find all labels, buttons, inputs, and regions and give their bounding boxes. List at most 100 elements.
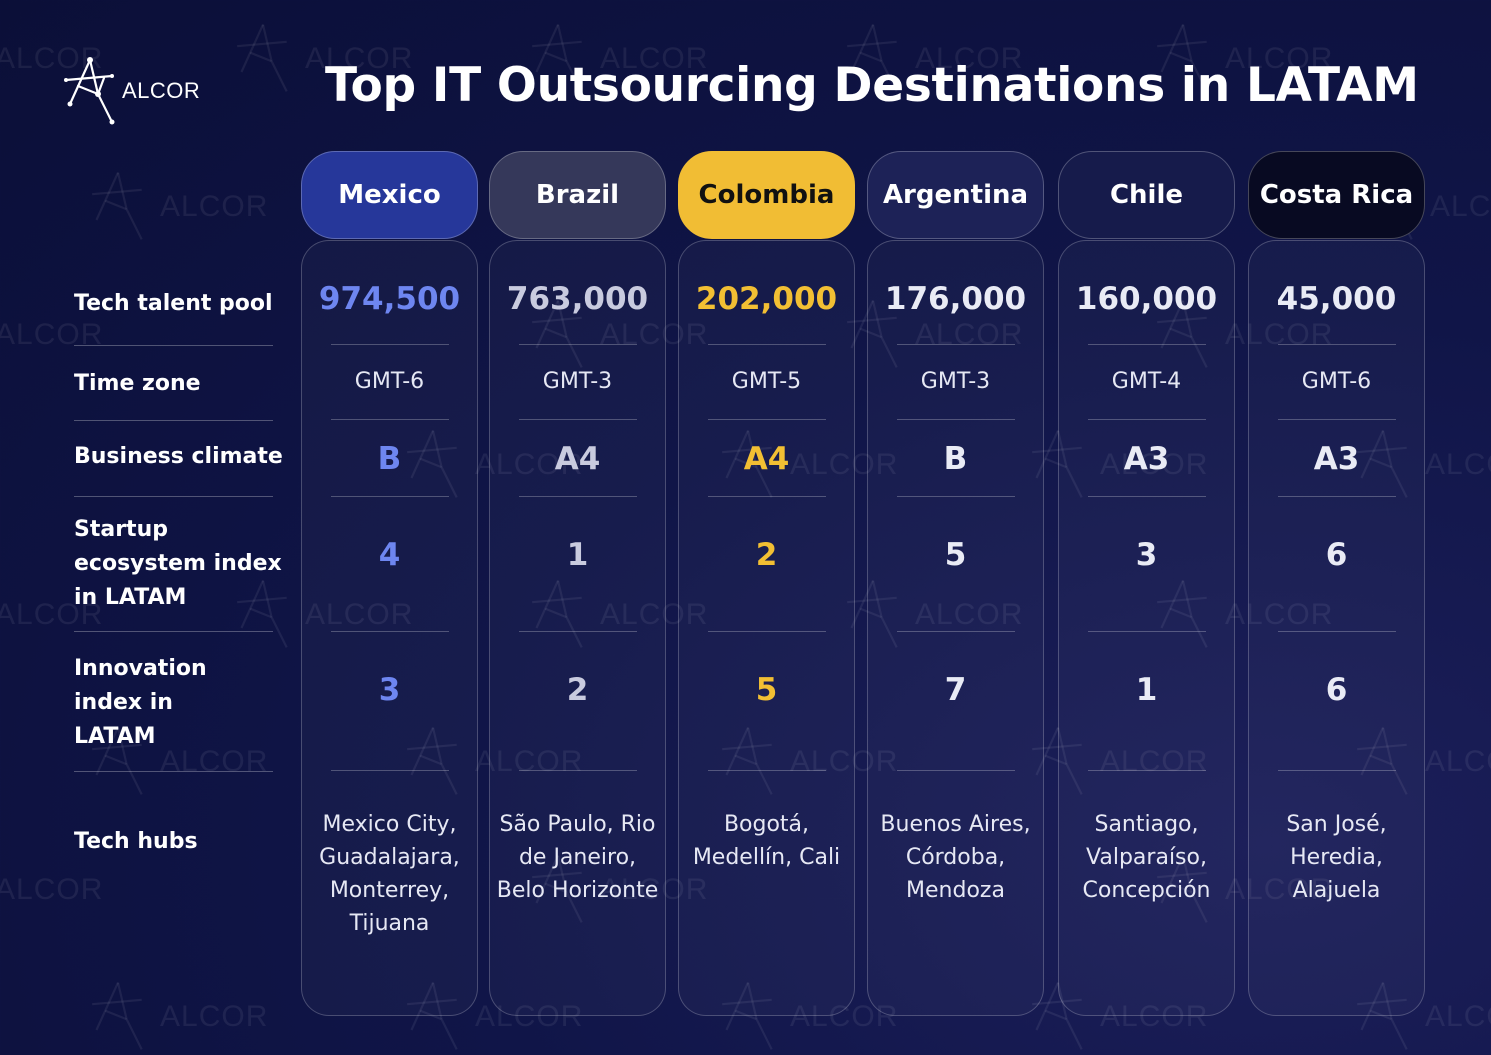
divider <box>708 631 826 632</box>
column-card-colombia <box>678 240 855 1016</box>
divider <box>897 344 1015 345</box>
watermark-text: ALCOR <box>1430 190 1491 223</box>
value-startup-argentina: 5 <box>944 537 967 573</box>
divider <box>331 770 449 771</box>
country-header-chile: Chile <box>1058 151 1235 239</box>
column-card-costa-rica <box>1248 240 1425 1016</box>
row-label-startup: Startup ecosystem index in LATAM <box>74 517 282 610</box>
divider <box>331 419 449 420</box>
divider <box>74 345 273 346</box>
value-timezone-mexico: GMT-6 <box>354 369 425 394</box>
value-timezone-chile: GMT-4 <box>1111 369 1182 394</box>
divider <box>1088 631 1206 632</box>
watermark-text: ALCOR <box>160 190 269 223</box>
watermark-text: ALCOR <box>0 318 104 351</box>
value-innovation-argentina: 7 <box>944 672 967 708</box>
value-hubs-colombia: Bogotá, Medellín, Cali <box>692 812 841 870</box>
divider <box>519 419 637 420</box>
alcor-star-icon <box>64 57 115 125</box>
country-header-mexico: Mexico <box>301 151 478 239</box>
watermark-text: ALCOR <box>1425 448 1491 481</box>
page-title: Top IT Outsourcing Destinations in LATAM <box>325 58 1419 113</box>
divider <box>897 496 1015 497</box>
divider <box>74 771 273 772</box>
value-climate-costa-rica: A3 <box>1313 441 1360 477</box>
value-talent-chile: 160,000 <box>1075 281 1218 317</box>
value-talent-mexico: 974,500 <box>318 281 461 317</box>
divider <box>519 770 637 771</box>
divider <box>74 496 273 497</box>
value-hubs-chile: Santiago, Valparaíso, Concepción <box>1082 812 1211 903</box>
divider <box>1278 496 1396 497</box>
divider <box>1278 419 1396 420</box>
divider <box>1278 344 1396 345</box>
watermark-star-icon <box>237 24 288 92</box>
divider <box>1088 419 1206 420</box>
divider <box>708 419 826 420</box>
value-climate-brazil: A4 <box>554 441 601 477</box>
divider <box>331 496 449 497</box>
value-startup-chile: 3 <box>1135 537 1158 573</box>
value-startup-brazil: 1 <box>566 537 589 573</box>
value-innovation-colombia: 5 <box>755 672 778 708</box>
value-timezone-argentina: GMT-3 <box>920 369 991 394</box>
value-startup-mexico: 4 <box>378 537 401 573</box>
divider <box>1088 496 1206 497</box>
watermark-text: ALCOR <box>1425 745 1491 778</box>
divider <box>1278 631 1396 632</box>
value-timezone-brazil: GMT-3 <box>542 369 613 394</box>
value-climate-colombia: A4 <box>743 441 790 477</box>
watermark-star-icon <box>92 172 143 240</box>
divider <box>519 631 637 632</box>
divider <box>519 344 637 345</box>
value-startup-colombia: 2 <box>755 537 778 573</box>
column-card-brazil <box>489 240 666 1016</box>
column-card-argentina <box>867 240 1044 1016</box>
divider <box>331 631 449 632</box>
divider <box>708 770 826 771</box>
value-innovation-costa-rica: 6 <box>1325 672 1348 708</box>
country-header-brazil: Brazil <box>489 151 666 239</box>
value-timezone-colombia: GMT-5 <box>731 369 802 394</box>
row-label-timezone: Time zone <box>74 371 201 396</box>
divider <box>897 770 1015 771</box>
value-climate-mexico: B <box>377 441 402 477</box>
value-talent-costa-rica: 45,000 <box>1276 281 1397 317</box>
divider <box>1088 770 1206 771</box>
divider <box>519 496 637 497</box>
watermark-text: ALCOR <box>1425 1000 1491 1033</box>
value-talent-colombia: 202,000 <box>695 281 838 317</box>
value-talent-brazil: 763,000 <box>506 281 649 317</box>
watermark-text: ALCOR <box>160 1000 269 1033</box>
value-hubs-brazil: São Paulo, Rio de Janeiro, Belo Horizont… <box>496 812 659 903</box>
row-label-innovation: Innovation index in LATAM <box>74 656 207 749</box>
divider <box>897 419 1015 420</box>
column-card-chile <box>1058 240 1235 1016</box>
row-label-talent: Tech talent pool <box>74 291 273 316</box>
watermark-text: ALCOR <box>0 873 104 906</box>
country-header-colombia: Colombia <box>678 151 855 239</box>
divider <box>1278 770 1396 771</box>
value-timezone-costa-rica: GMT-6 <box>1301 369 1372 394</box>
row-label-hubs: Tech hubs <box>74 829 198 854</box>
brand-name: ALCOR <box>122 78 201 103</box>
divider <box>708 344 826 345</box>
divider <box>331 344 449 345</box>
value-hubs-mexico: Mexico City, Guadalajara, Monterrey, Tij… <box>319 812 460 936</box>
value-innovation-mexico: 3 <box>378 672 401 708</box>
divider <box>74 631 273 632</box>
divider <box>708 496 826 497</box>
alcor-logo: ALCOR <box>64 56 200 126</box>
value-climate-chile: A3 <box>1123 441 1170 477</box>
column-card-mexico <box>301 240 478 1016</box>
watermark-star-icon <box>92 982 143 1050</box>
value-climate-argentina: B <box>943 441 968 477</box>
value-hubs-costa-rica: San José, Heredia, Alajuela <box>1286 812 1387 903</box>
value-innovation-chile: 1 <box>1135 672 1158 708</box>
value-startup-costa-rica: 6 <box>1325 537 1348 573</box>
divider <box>897 631 1015 632</box>
divider <box>1088 344 1206 345</box>
country-header-argentina: Argentina <box>867 151 1044 239</box>
row-label-climate: Business climate <box>74 444 283 469</box>
value-talent-argentina: 176,000 <box>884 281 1027 317</box>
